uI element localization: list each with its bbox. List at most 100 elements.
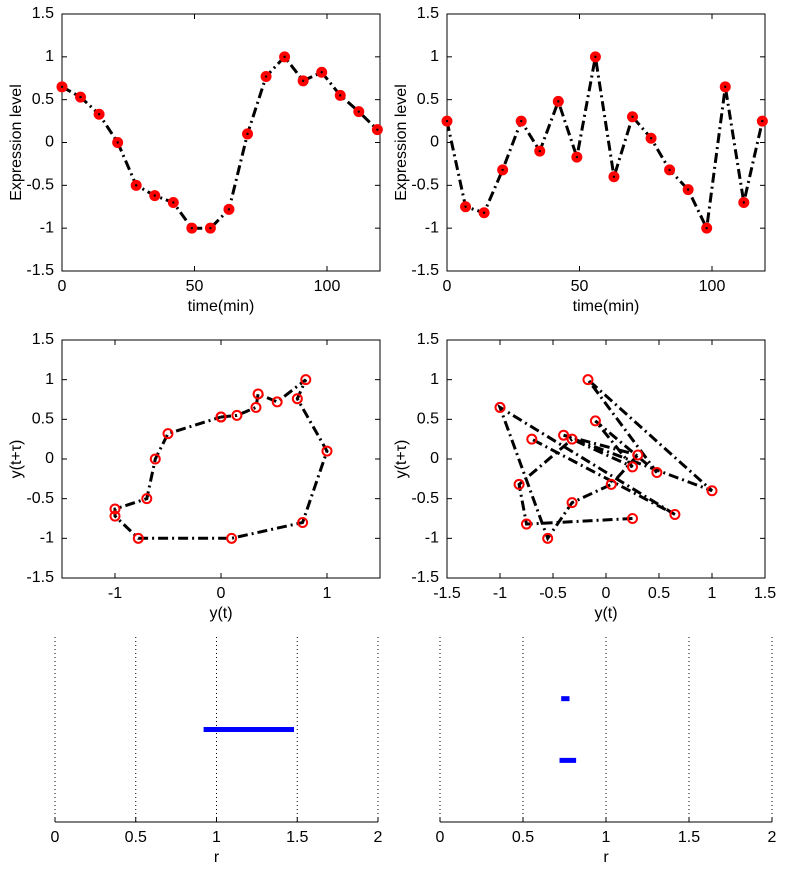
data-point <box>494 401 506 413</box>
subplot: 0 50 100 -1.5 -1 -0.5 0 0.5 1 1.5 time(min) Express… <box>8 5 383 315</box>
point-center <box>668 168 671 172</box>
point-center <box>97 113 101 116</box>
point-center <box>209 226 212 230</box>
x-tick-label: 0 <box>51 829 60 846</box>
x-tick-label: 0 <box>602 585 611 602</box>
y-tick-label: 1 <box>430 371 439 388</box>
data-point <box>566 433 578 445</box>
x-tick-label: 1.5 <box>678 829 700 846</box>
subplot: 0 0.5 1 1.5 2 r <box>51 637 383 866</box>
point-center <box>501 168 504 172</box>
subplot: -1 0 1 -1.5 -1 -0.5 0 0.5 1 1.5 y(t) y(t+τ) <box>8 331 381 622</box>
data-point <box>271 396 283 408</box>
data-point <box>141 493 153 505</box>
data-point <box>706 485 718 497</box>
point-center <box>190 226 194 230</box>
x-axis-label: y(t) <box>209 605 232 622</box>
x-tick-label: 1 <box>323 585 332 602</box>
data-line <box>61 54 379 230</box>
point-center <box>612 175 616 178</box>
data-point <box>132 532 144 544</box>
y-tick-label: 0 <box>430 134 439 151</box>
x-tick-label: 1 <box>708 585 717 602</box>
point-center <box>227 208 231 211</box>
data-point <box>226 532 238 544</box>
data-point <box>300 374 312 386</box>
y-tick-label: 0 <box>430 450 439 467</box>
point-center <box>116 141 119 144</box>
x-tick-label: 1 <box>212 829 221 846</box>
y-tick-label: -1 <box>425 219 439 236</box>
x-axis-label: y(t) <box>594 605 617 622</box>
axes-box <box>61 339 381 579</box>
data-point <box>291 393 303 405</box>
y-axis-label: y(t+τ) <box>8 440 25 479</box>
point-center <box>538 149 541 153</box>
point-center <box>320 71 323 74</box>
x-tick-label: 1.5 <box>286 829 308 846</box>
point-center <box>301 79 305 83</box>
point-center <box>445 119 449 123</box>
y-tick-label: -1.5 <box>26 569 54 586</box>
y-tick-label: -1 <box>425 530 439 547</box>
data-point <box>627 461 638 473</box>
y-tick-label: 1.5 <box>417 5 439 22</box>
data-point <box>149 453 161 465</box>
data-point <box>627 513 638 524</box>
data-point <box>521 518 532 530</box>
data-point <box>231 409 243 421</box>
data-point <box>297 516 309 528</box>
x-axis-label: r <box>603 849 609 866</box>
axes-box <box>61 13 381 272</box>
x-tick-label: 50 <box>571 278 589 295</box>
y-tick-label: 1 <box>45 371 54 388</box>
y-tick-label: -0.5 <box>26 177 54 194</box>
y-tick-label: -0.5 <box>411 177 439 194</box>
x-tick-label: 0.5 <box>648 585 670 602</box>
y-tick-label: 0 <box>45 450 54 467</box>
point-center <box>686 188 690 191</box>
x-axis-label: r <box>214 849 220 866</box>
y-tick-label: 0.5 <box>417 411 439 428</box>
x-tick-label: 100 <box>699 278 726 295</box>
point-center <box>594 55 597 59</box>
y-tick-label: -1 <box>40 219 54 236</box>
x-tick-label: 1 <box>602 829 611 846</box>
x-tick-label: 0 <box>436 829 445 846</box>
x-tick-label: -1.5 <box>433 585 461 602</box>
point-center <box>79 95 82 99</box>
point-center <box>264 75 268 78</box>
data-point <box>109 510 121 522</box>
x-tick-label: 0 <box>217 585 226 602</box>
point-center <box>482 211 486 214</box>
point-center <box>724 85 727 89</box>
x-axis-label: time(min) <box>573 298 640 315</box>
point-center <box>339 94 342 97</box>
x-tick-label: -1 <box>108 585 122 602</box>
point-center <box>649 137 653 140</box>
point-center <box>283 55 286 59</box>
data-line <box>445 56 764 234</box>
point-center <box>246 132 249 136</box>
data-point <box>252 388 264 400</box>
y-tick-label: -0.5 <box>26 490 54 507</box>
data-point <box>651 466 663 478</box>
y-tick-label: 0 <box>45 134 54 151</box>
point-center <box>60 85 64 89</box>
x-tick-label: 1.5 <box>754 585 776 602</box>
x-tick-label: 0.5 <box>125 829 147 846</box>
data-point <box>215 411 227 423</box>
data-point <box>558 429 570 441</box>
data-point <box>513 478 525 490</box>
data-point <box>605 478 617 490</box>
y-tick-label: -1.5 <box>411 262 439 279</box>
data-point <box>632 449 644 461</box>
x-axis-label: time(min) <box>188 298 255 315</box>
x-tick-label: 0 <box>58 278 67 295</box>
y-axis-label: Expression level <box>8 84 25 201</box>
data-point <box>109 503 121 515</box>
point-center <box>376 128 379 131</box>
data-point <box>566 497 578 509</box>
y-tick-label: 0.5 <box>32 411 54 428</box>
